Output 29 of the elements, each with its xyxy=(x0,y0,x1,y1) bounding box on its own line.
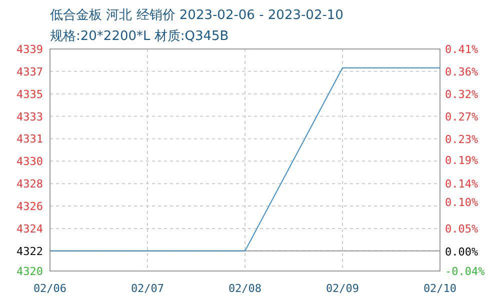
y-tick-label: 4330 xyxy=(16,155,43,168)
x-tick-label: 02/08 xyxy=(228,282,262,295)
y-tick-label: 4324 xyxy=(16,222,44,236)
y2-tick-label: 0.19% xyxy=(445,154,478,167)
y-tick-label: 4320 xyxy=(16,265,43,278)
y-tick-label: 4337 xyxy=(16,65,43,78)
y2-tick-label: -0.04% xyxy=(445,265,486,278)
x-tick-label: 02/06 xyxy=(33,282,67,295)
y2-tick-label: 0.36% xyxy=(445,66,478,79)
y-tick-label: 4339 xyxy=(16,43,43,56)
y2-tick-label: 0.10% xyxy=(445,196,478,209)
y2-tick-label: 0.14% xyxy=(445,178,478,191)
chart-subtitle: 规格:20*2200*L 材质:Q345B xyxy=(50,29,229,44)
chart-title: 低合金板 河北 经销价 2023-02-06 - 2023-02-10 xyxy=(50,8,344,23)
y-tick-label: 4335 xyxy=(16,88,43,101)
y2-tick-label: 0.23% xyxy=(445,132,478,146)
x-tick-label: 02/09 xyxy=(326,282,360,295)
y2-tick-label: 0.27% xyxy=(445,110,478,124)
y-tick-label: 4333 xyxy=(16,110,43,124)
y2-tick-label: 0.05% xyxy=(445,222,478,236)
y2-tick-label: 0.32% xyxy=(445,88,478,101)
x-tick-label: 02/10 xyxy=(423,282,457,295)
x-tick-label: 02/07 xyxy=(130,282,164,295)
y-tick-label: 4331 xyxy=(16,132,43,146)
y2-tick-label: 0.00% xyxy=(445,245,478,258)
y2-tick-label: 0.41% xyxy=(445,43,478,56)
y-tick-label: 4328 xyxy=(16,178,43,191)
y-tick-label: 4326 xyxy=(16,200,43,214)
y-tick-label: 4322 xyxy=(16,244,43,258)
